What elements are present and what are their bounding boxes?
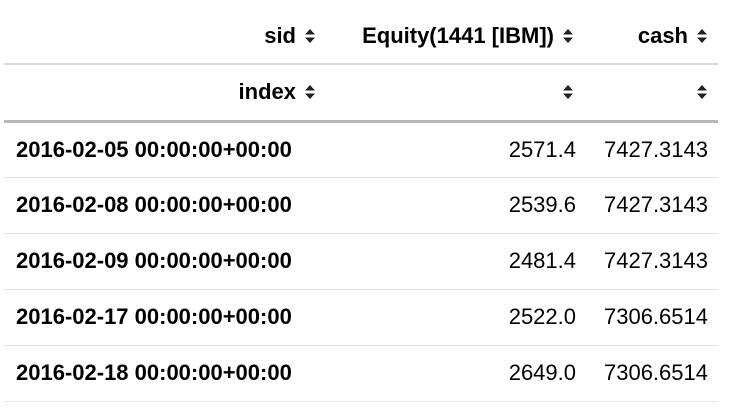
row-index-cell: 2016-02-09 00:00:00+00:00 [16,248,292,273]
column-header-cash-label: cash [637,22,688,48]
index-header-row: index [4,64,718,121]
sort-updown-icon[interactable] [562,28,574,44]
cash-cell: 7306.6514 [604,304,708,329]
sort-updown-icon[interactable] [304,28,316,44]
table-row: 2016-02-17 00:00:00+00:00 2522.0 7306.65… [4,289,718,345]
column-header-row: sid Equity(1441 [IBM]) cash [4,8,718,64]
table-row: 2016-02-09 00:00:00+00:00 2481.4 7427.31… [4,233,718,289]
index-name-label: index [238,79,296,105]
index-header-blank-cash[interactable] [584,64,718,121]
equity-cell: 2571.4 [508,136,576,162]
table-row: 2016-02-18 00:00:00+00:00 2649.0 7306.65… [4,345,718,401]
table-row: 2016-02-05 00:00:00+00:00 2571.4 7427.31… [4,121,718,177]
cash-cell: 7306.6514 [604,360,708,385]
equity-cell: 2649.0 [508,360,576,385]
cash-cell: 7427.3143 [604,248,708,273]
sort-updown-icon[interactable] [562,84,574,100]
row-index-cell: 2016-02-05 00:00:00+00:00 [16,136,292,162]
sort-updown-icon[interactable] [304,84,316,100]
equity-cell: 2522.0 [508,304,576,329]
row-index-cell: 2016-02-17 00:00:00+00:00 [16,304,292,329]
index-header-blank-equity[interactable] [326,64,584,121]
column-header-equity-label: Equity(1441 [IBM]) [362,22,554,48]
cash-cell: 7427.3143 [604,192,708,217]
row-index-cell: 2016-02-08 00:00:00+00:00 [16,192,292,217]
sort-updown-icon[interactable] [696,28,708,44]
columns-name-header[interactable]: sid [4,8,326,64]
columns-name-label: sid [264,22,296,48]
sort-updown-icon[interactable] [696,84,708,100]
column-header-equity[interactable]: Equity(1441 [IBM]) [326,8,584,64]
index-name-header[interactable]: index [4,64,326,121]
equity-cell: 2539.6 [508,192,576,217]
row-index-cell: 2016-02-18 00:00:00+00:00 [16,360,292,385]
equity-cell: 2481.4 [508,248,576,273]
table-row: 2016-02-08 00:00:00+00:00 2539.6 7427.31… [4,177,718,233]
column-header-cash[interactable]: cash [584,8,718,64]
dataframe-table: sid Equity(1441 [IBM]) cash index 2016-0… [4,8,718,402]
cash-cell: 7427.3143 [604,136,708,162]
